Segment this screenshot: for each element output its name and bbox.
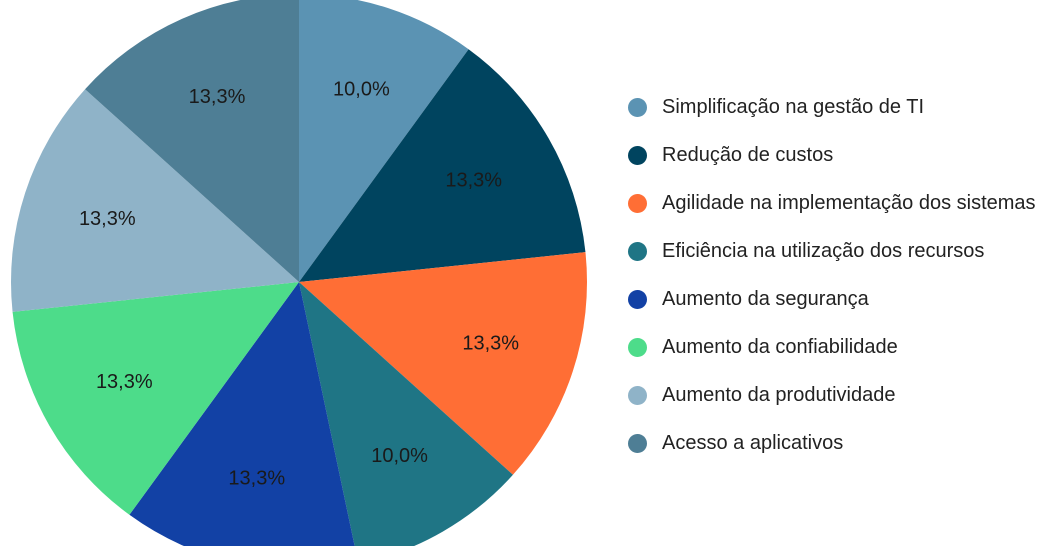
pie-slice [12, 282, 300, 515]
legend-item: Acesso a aplicativos [628, 419, 1048, 467]
pie-slice [299, 252, 587, 475]
legend-label: Eficiência na utilização dos recursos [662, 239, 985, 262]
legend-swatch [628, 241, 647, 261]
legend-label: Agilidade na implementação dos sistemas [662, 191, 1036, 214]
legend-swatch [628, 145, 647, 165]
legend-swatch [628, 289, 647, 309]
slice-label: 13,3% [462, 333, 519, 355]
legend-item: Simplificação na gestão de TI [628, 83, 1048, 131]
legend-item: Redução de custos [628, 131, 1048, 179]
legend-item: Eficiência na utilização dos recursos [628, 227, 1048, 275]
legend-label: Redução de custos [662, 143, 834, 166]
legend-item: Aumento da produtividade [628, 371, 1048, 419]
pie-slice [299, 0, 469, 282]
pie-slice [11, 89, 299, 312]
legend-swatch [628, 97, 647, 117]
legend-label: Aumento da segurança [662, 287, 869, 310]
pie-slice [299, 282, 513, 546]
legend-swatch [628, 193, 647, 213]
pie-slice [129, 282, 355, 546]
slice-label: 13,3% [228, 467, 285, 489]
legend-swatch [628, 385, 647, 405]
legend-swatch [628, 433, 647, 453]
legend-swatch [628, 337, 647, 357]
legend: Simplificação na gestão de TI Redução de … [628, 83, 1048, 467]
slice-label: 13,3% [79, 208, 136, 230]
slice-label: 13,3% [445, 170, 502, 192]
slice-label: 10,0% [333, 79, 390, 101]
legend-label: Acesso a aplicativos [662, 431, 844, 454]
legend-item: Aumento da confiabilidade [628, 323, 1048, 371]
legend-item: Aumento da segurança [628, 275, 1048, 323]
legend-item: Agilidade na implementação dos sistemas [628, 179, 1048, 227]
legend-label: Aumento da produtividade [662, 383, 896, 406]
legend-label: Simplificação na gestão de TI [662, 95, 925, 118]
slice-label: 13,3% [96, 371, 153, 393]
pie-slice [299, 49, 586, 282]
slice-label: 13,3% [189, 86, 246, 108]
pie-slice [85, 0, 299, 282]
legend-label: Aumento da confiabilidade [662, 335, 898, 358]
chart: 10,0% 13,3% 13,3% 10,0% 13,3% 13,3% 13,3% 13,3% [11, 0, 587, 546]
slice-label: 10,0% [371, 445, 428, 467]
